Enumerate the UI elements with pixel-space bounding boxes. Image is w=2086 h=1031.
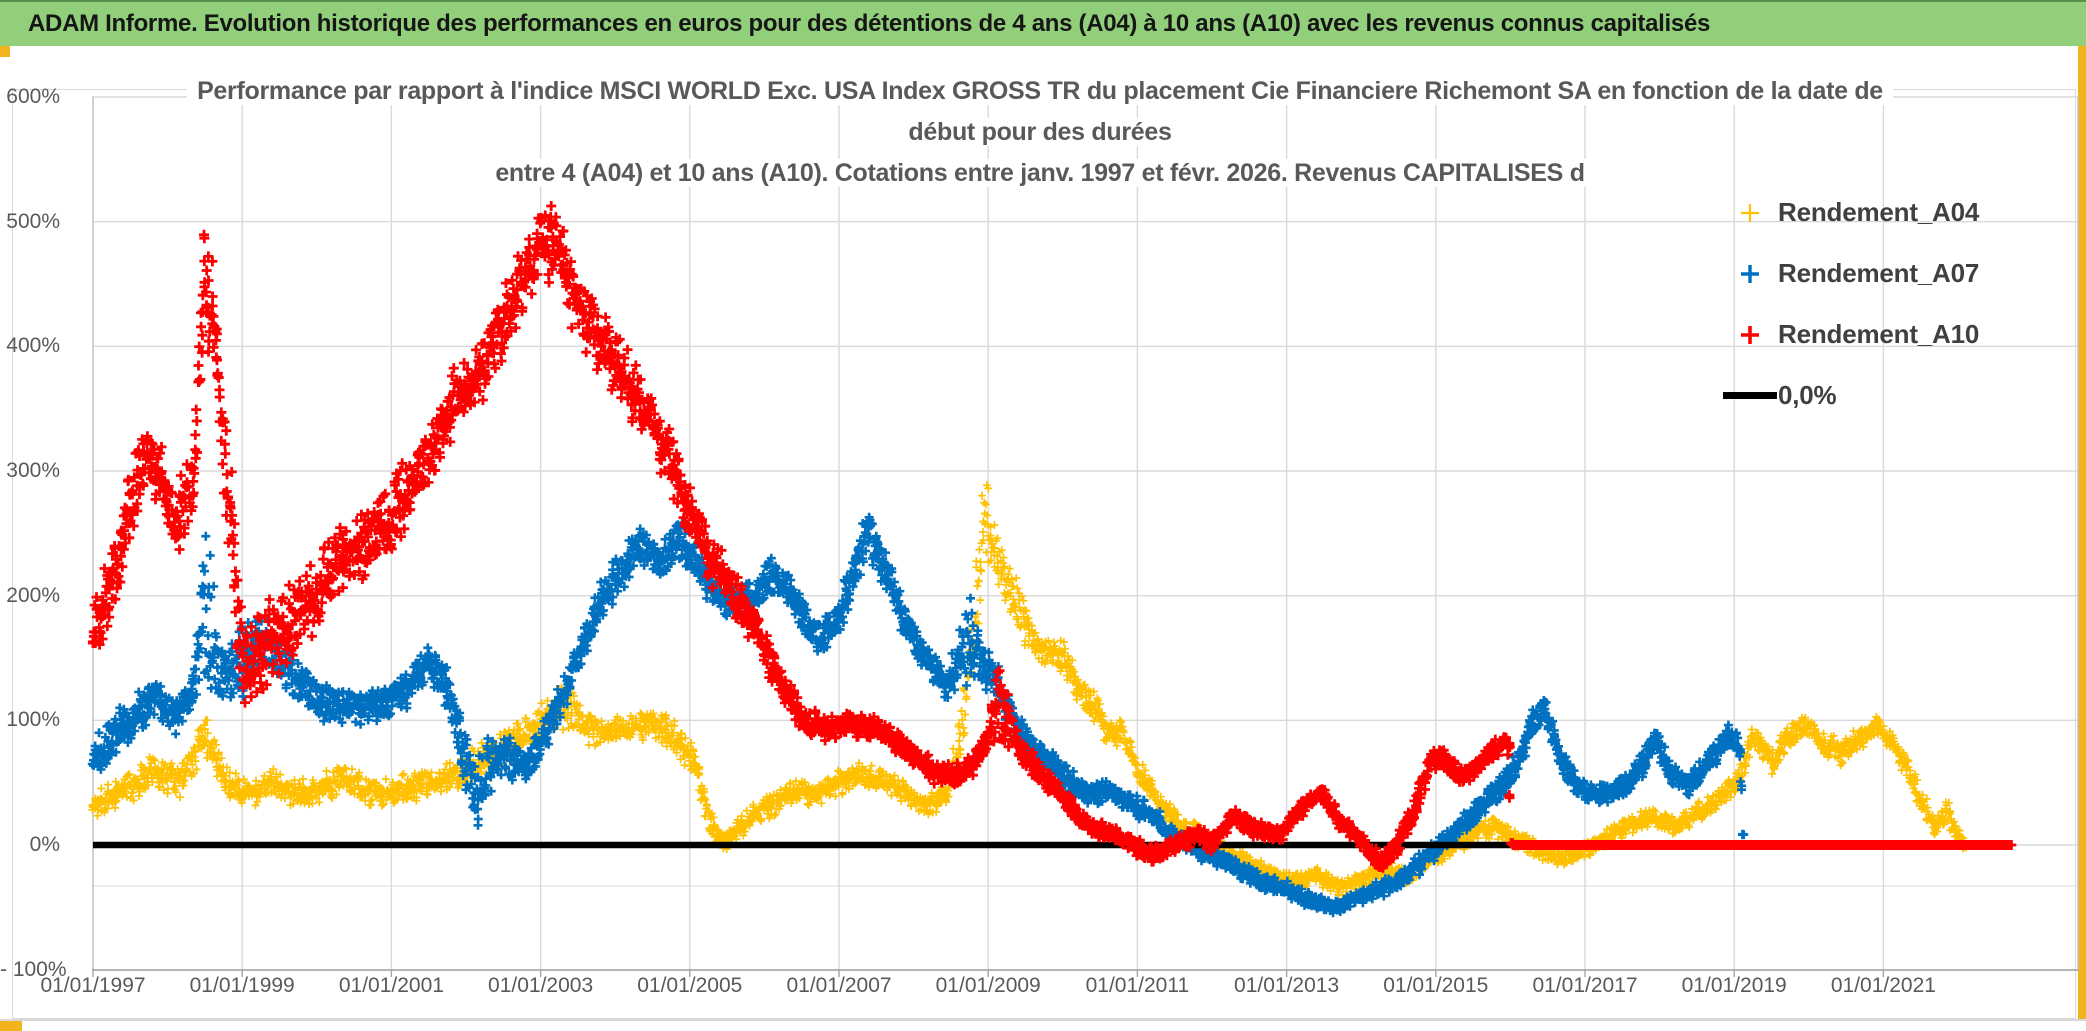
legend-item-rendement_a04: Rendement_A04 xyxy=(1722,182,1979,243)
gold-accent-left xyxy=(0,46,10,57)
legend-plus-marker xyxy=(1722,200,1778,226)
legend: Rendement_A04 Rendement_A07 Rendement_A10 0… xyxy=(1722,182,1979,426)
gold-accent-bottom-left xyxy=(0,1021,22,1031)
x-tick-label: 01/01/2011 xyxy=(1085,974,1190,997)
legend-label: Rendement_A04 xyxy=(1778,197,1980,227)
y-tick-label: 300% xyxy=(6,458,60,482)
legend-label: 0,0% xyxy=(1778,380,1837,410)
x-tick-label: 01/01/2007 xyxy=(786,974,892,997)
legend-plus-marker xyxy=(1722,322,1778,348)
chart-title-line-2: début pour des durées xyxy=(898,118,1182,146)
chart-title: Performance par rapport à l'indice MSCI … xyxy=(0,71,2080,194)
x-tick-label: 01/01/1999 xyxy=(189,974,295,997)
legend-plus-marker xyxy=(1722,261,1778,287)
legend-item-rendement_a10: Rendement_A10 xyxy=(1722,304,1979,365)
x-tick-label: 01/01/2013 xyxy=(1234,974,1340,997)
header-bar: ADAM Informe. Evolution historique des p… xyxy=(0,0,2086,46)
x-tick-label: 01/01/2001 xyxy=(338,974,444,997)
y-tick-label: 100% xyxy=(6,708,60,732)
chart-title-line-3: entre 4 (A04) et 10 ans (A10). Cotations… xyxy=(485,159,1595,187)
y-tick-label: 400% xyxy=(6,334,60,358)
y-tick-label: 0% xyxy=(29,833,60,856)
legend-line-swatch xyxy=(1722,392,1778,399)
chart-title-line-1: Performance par rapport à l'indice MSCI … xyxy=(187,77,1893,105)
x-tick-label: 01/01/2003 xyxy=(488,974,594,997)
page-title: ADAM Informe. Evolution historique des p… xyxy=(28,10,1711,37)
x-tick-label: 01/01/2021 xyxy=(1830,974,1936,997)
y-tick-label: 200% xyxy=(6,583,60,607)
legend-label: Rendement_A10 xyxy=(1778,319,1980,349)
legend-label: Rendement_A07 xyxy=(1778,258,1980,288)
legend-item-zero-line: 0,0% xyxy=(1722,365,1979,426)
x-tick-label: 01/01/2019 xyxy=(1681,974,1787,997)
y-tick-label: - 100% xyxy=(0,957,67,981)
bottom-divider xyxy=(0,1019,2086,1021)
legend-item-rendement_a07: Rendement_A07 xyxy=(1722,243,1979,304)
x-tick-label: 01/01/1997 xyxy=(40,974,146,997)
gold-accent-right xyxy=(2078,46,2086,1020)
y-tick-label: 500% xyxy=(6,209,60,233)
y-tick-label: 600% xyxy=(6,84,60,108)
x-tick-label: 01/01/2009 xyxy=(935,974,1041,997)
x-tick-label: 01/01/2015 xyxy=(1383,974,1489,997)
x-tick-label: 01/01/2005 xyxy=(637,974,743,997)
x-tick-label: 01/01/2017 xyxy=(1532,974,1638,997)
